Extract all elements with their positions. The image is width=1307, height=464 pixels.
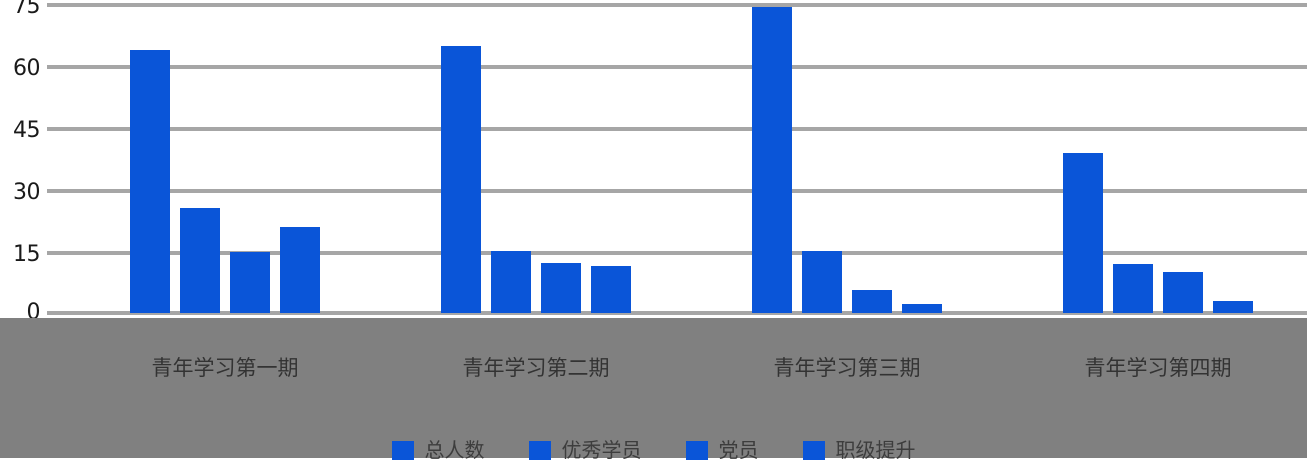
bar-2-3[interactable] <box>541 262 581 313</box>
legend-label: 总人数 <box>424 438 485 462</box>
category-label-1: 青年学习第一期 <box>151 356 299 380</box>
bar-1-3[interactable] <box>230 252 270 313</box>
bars-layer <box>130 7 1253 313</box>
gridline-15 <box>47 251 1307 255</box>
legend-item-4[interactable]: 职级提升 <box>802 438 916 462</box>
bar-1-2[interactable] <box>180 208 220 313</box>
legend-swatch-icon <box>685 440 708 460</box>
legend-item-3[interactable]: 党员 <box>685 438 759 462</box>
category-label-4: 青年学习第四期 <box>1084 356 1232 380</box>
plot-area: 75 60 45 30 15 0 <box>13 0 1307 324</box>
bar-2-4[interactable] <box>591 265 631 313</box>
bar-2-2[interactable] <box>491 251 531 313</box>
bar-1-4[interactable] <box>280 226 320 313</box>
y-axis-tick-15: 15 <box>13 242 41 267</box>
y-axis-tick-60: 60 <box>13 56 41 81</box>
bar-4-1[interactable] <box>1063 152 1103 313</box>
category-label-2: 青年学习第二期 <box>462 356 610 380</box>
lower-band: 青年学习第一期 青年学习第二期 青年学习第三期 青年学习第四期 总人数 优秀学员 党员 职级… <box>0 318 1307 460</box>
bar-4-3[interactable] <box>1163 271 1203 313</box>
bar-4-4[interactable] <box>1213 300 1253 313</box>
legend-swatch-icon <box>528 440 551 460</box>
bar-2-1[interactable] <box>441 46 481 313</box>
gridline-0 <box>47 311 1307 315</box>
legend: 总人数 优秀学员 党员 职级提升 <box>0 436 1307 464</box>
legend-item-1[interactable]: 总人数 <box>391 438 485 462</box>
bar-4-2[interactable] <box>1113 263 1153 313</box>
gridline-75 <box>47 3 1307 7</box>
bar-1-1[interactable] <box>130 50 170 313</box>
category-label-3: 青年学习第三期 <box>773 356 921 380</box>
legend-swatch-icon <box>802 440 825 460</box>
legend-label: 职级提升 <box>835 438 916 462</box>
bar-3-3[interactable] <box>852 290 892 313</box>
bar-3-4[interactable] <box>902 303 942 313</box>
y-axis-tick-30: 30 <box>13 180 41 205</box>
gridline-60 <box>47 65 1307 69</box>
gridline-30 <box>47 189 1307 193</box>
bar-3-1[interactable] <box>752 7 792 313</box>
y-axis-tick-45: 45 <box>13 118 41 143</box>
y-axis-tick-75: 75 <box>13 0 41 19</box>
bar-3-2[interactable] <box>802 250 842 313</box>
legend-label: 优秀学员 <box>561 438 642 462</box>
legend-label: 党员 <box>718 438 759 462</box>
gridline-45 <box>47 127 1307 131</box>
legend-item-2[interactable]: 优秀学员 <box>528 438 642 462</box>
legend-swatch-icon <box>391 440 414 460</box>
